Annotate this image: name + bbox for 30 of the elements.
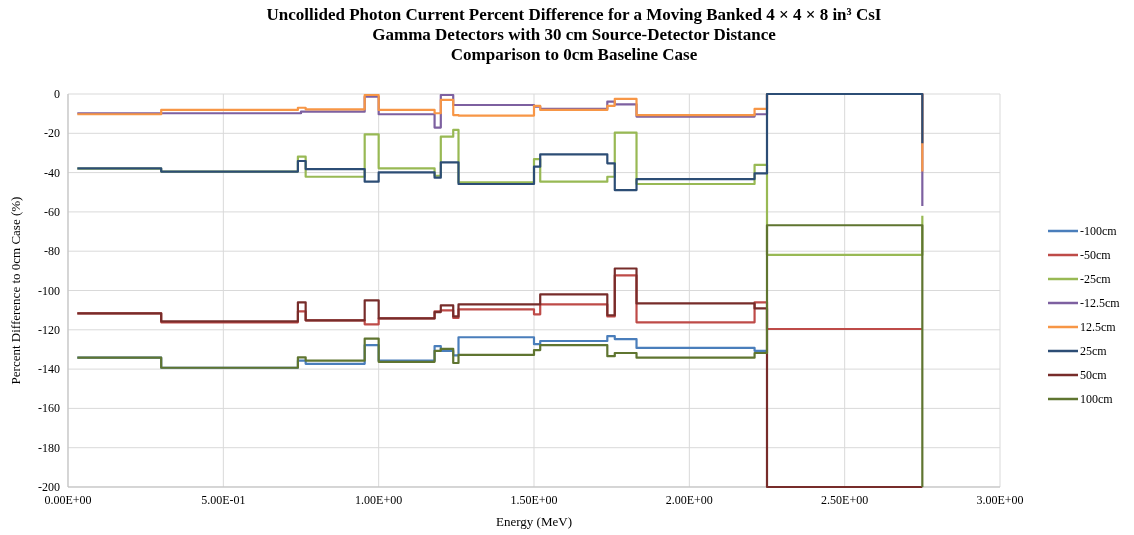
- x-axis-title: Energy (MeV): [496, 514, 572, 529]
- legend-label: -50cm: [1080, 248, 1112, 262]
- y-tick-label: -180: [38, 440, 60, 455]
- y-tick-label: -120: [38, 322, 60, 337]
- x-tick-label: 0.00E+00: [44, 493, 92, 507]
- y-tick-label: -100: [38, 283, 60, 298]
- legend-label: 100cm: [1080, 392, 1114, 406]
- x-tick-label: 5.00E-01: [201, 493, 246, 507]
- y-tick-label: 0: [54, 87, 60, 101]
- x-tick-label: 1.00E+00: [355, 493, 403, 507]
- y-tick-label: -20: [44, 126, 60, 141]
- y-tick-label: -80: [44, 244, 60, 259]
- legend-label: 25cm: [1080, 344, 1108, 358]
- legend-label: -25cm: [1080, 272, 1112, 286]
- y-tick-label: -140: [38, 362, 60, 377]
- chart-title: Uncollided Photon Current Percent Difference for a Moving Banked 4 × 4 × 8 in³ CsI Gamma Detectors with 30 cm Source-Detector Distance: [266, 5, 882, 44]
- y-tick-label: -160: [38, 401, 60, 416]
- y-axis-title: Percent Difference to 0cm Case (%): [8, 196, 23, 385]
- x-tick-label: 2.00E+00: [665, 493, 713, 507]
- legend-label: -12.5cm: [1080, 296, 1121, 310]
- legend-label: 12.5cm: [1080, 320, 1117, 334]
- chart-subtitle: Comparison to 0cm Baseline Case: [450, 45, 698, 64]
- y-tick-label: -200: [38, 480, 60, 494]
- legend-label: 50cm: [1080, 368, 1108, 382]
- x-tick-label: 3.00E+00: [976, 493, 1024, 507]
- x-tick-label: 2.50E+00: [821, 493, 869, 507]
- legend-label: -100cm: [1080, 224, 1118, 238]
- x-tick-label: 1.50E+00: [510, 493, 558, 507]
- y-tick-label: -60: [44, 204, 60, 219]
- y-tick-label: -40: [44, 165, 60, 180]
